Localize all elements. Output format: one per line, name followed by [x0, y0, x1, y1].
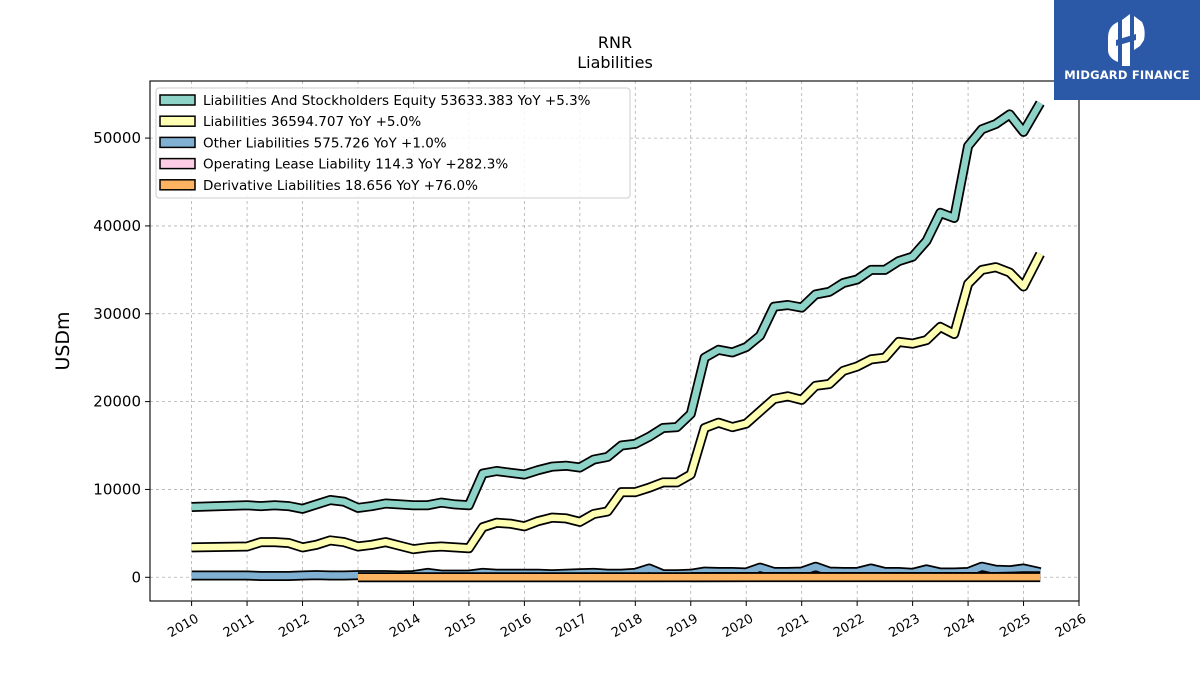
legend-label: Liabilities And Stockholders Equity 5363… — [203, 93, 591, 109]
x-tick-label: 2018 — [609, 611, 645, 641]
y-axis-label: USDm — [52, 311, 74, 370]
y-tick-label: 40000 — [93, 217, 141, 235]
y-tick-label: 30000 — [93, 305, 141, 323]
x-tick-label: 2014 — [387, 611, 423, 641]
plot-frame — [149, 80, 1080, 602]
legend-box — [155, 87, 631, 199]
x-tick-label: 2012 — [276, 611, 312, 641]
brand-logo: MIDGARD FINANCE — [1054, 0, 1200, 100]
y-tick-label: 20000 — [93, 393, 141, 411]
series-liabilities — [191, 251, 1045, 555]
series-liabilities-and-stockholders-equity — [191, 100, 1045, 514]
legend-swatch — [159, 179, 196, 191]
axis-ticks: 2010 2011 2012 2013 2014 2015 2016 2017 2018 2019… — [93, 129, 1089, 641]
x-tick-label: 2016 — [498, 611, 534, 641]
x-tick-label: 2021 — [776, 611, 812, 641]
chart-title: RNR — [598, 33, 632, 52]
x-tick-label: 2017 — [554, 611, 590, 641]
x-tick-label: 2022 — [831, 611, 867, 641]
y-tick-label: 10000 — [93, 480, 141, 498]
x-tick-label: 2013 — [332, 611, 368, 641]
x-tick-label: 2019 — [665, 611, 701, 641]
legend-swatch — [159, 115, 196, 127]
y-tick-label: 0 — [131, 568, 141, 586]
series-line — [191, 252, 1044, 553]
legend-swatch — [159, 136, 196, 149]
x-tick-label: 2024 — [942, 611, 978, 641]
x-tick-label: 2011 — [221, 611, 257, 641]
x-tick-label: 2010 — [165, 611, 201, 641]
x-tick-label: 2026 — [1053, 611, 1089, 641]
legend-swatch — [159, 94, 196, 106]
x-tick-label: 2015 — [443, 611, 479, 641]
legend-label: Liabilities 36594.707 YoY +5.0% — [203, 114, 421, 130]
plot-series — [191, 100, 1045, 583]
series-line — [191, 101, 1044, 513]
x-tick-label: 2023 — [886, 611, 922, 641]
y-tick-label: 50000 — [93, 129, 141, 147]
chart-subtitle: Liabilities — [577, 53, 653, 72]
x-tick-label: 2025 — [997, 611, 1033, 641]
legend: Liabilities And Stockholders Equity 5363… — [155, 87, 631, 199]
logo-mark-icon — [1108, 14, 1145, 66]
logo-text: MIDGARD FINANCE — [1064, 68, 1190, 82]
legend-label: Other Liabilities 575.726 YoY +1.0% — [203, 135, 447, 151]
legend-swatch — [159, 157, 196, 170]
legend-label: Operating Lease Liability 114.3 YoY +282… — [203, 157, 508, 173]
x-tick-label: 2020 — [720, 611, 756, 641]
legend-label: Derivative Liabilities 18.656 YoY +76.0% — [203, 178, 478, 194]
